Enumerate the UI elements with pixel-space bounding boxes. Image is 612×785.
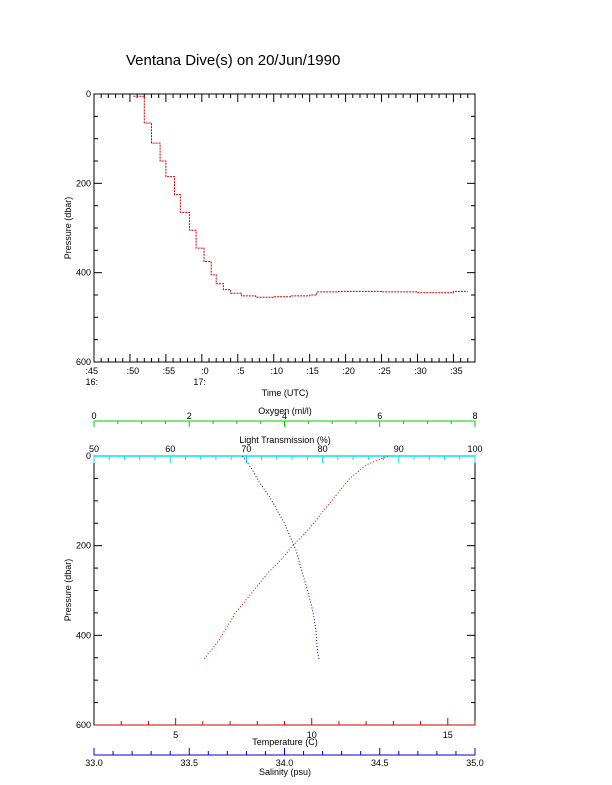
- y-tick-label: 400: [76, 630, 91, 640]
- figure-title: Ventana Dive(s) on 20/Jun/1990: [126, 52, 340, 69]
- oxygen-tick-label: 4: [282, 411, 287, 421]
- oxygen-tick-label: 2: [187, 411, 192, 421]
- x-tick-label: :55: [163, 366, 176, 376]
- time-plot-ticks: [93, 93, 476, 363]
- x-tick-label: :25: [378, 366, 391, 376]
- salinity-tick-label: 33.0: [85, 758, 103, 768]
- y-tick-label: 0: [86, 451, 91, 461]
- light-transmission-tick-label: 70: [241, 444, 251, 454]
- light-transmission-tick-label: 90: [394, 444, 404, 454]
- y-tick-label: 600: [76, 357, 91, 367]
- pressure-trace-line: [133, 95, 468, 298]
- time-plot-y-axis-label: Pressure (dbar): [63, 197, 73, 260]
- light-transmission-tick-label: 50: [89, 444, 99, 454]
- oxygen-axis-label: Oxygen (ml/l): [258, 406, 312, 416]
- salinity-profile-line: [242, 455, 320, 660]
- salinity-tick-label: 35.0: [466, 758, 484, 768]
- light-transmission-tick-label: 60: [165, 444, 175, 454]
- salinity-tick-label: 33.5: [180, 758, 198, 768]
- x-tick-label: :20: [342, 366, 355, 376]
- x-tick-label: :45: [85, 366, 98, 376]
- temperature-tick-label: 5: [173, 730, 178, 740]
- x-tick-label: :10: [270, 366, 283, 376]
- y-tick-label: 200: [76, 178, 91, 188]
- salinity-axis: Salinity (psu) 33.0 33.5 34.0 34.5 35.0: [85, 748, 484, 777]
- oxygen-tick-label: 6: [377, 411, 382, 421]
- y-tick-label: 0: [86, 89, 91, 99]
- y-tick-label: 600: [76, 720, 91, 730]
- hour-label: 16:: [85, 377, 98, 387]
- temperature-tick-label: 10: [307, 730, 317, 740]
- x-tick-label: :5: [237, 366, 245, 376]
- profile-plot-y-tick-labels: 0 200 400 600: [76, 451, 91, 730]
- temperature-axis-label: Temperature (C): [252, 737, 318, 747]
- x-tick-label: :50: [127, 366, 140, 376]
- time-plot-y-tick-labels: 0 200 400 600: [76, 89, 91, 367]
- time-series-panel: 0 200 400 600 :45 :50 :55 :0 :5 :10 :15 :20 :25 :30:…: [63, 89, 476, 398]
- light-transmission-tick-label: 80: [318, 444, 328, 454]
- temperature-profile-line: [202, 455, 389, 661]
- temperature-tick-label: 15: [443, 730, 453, 740]
- time-axis-label: Time (UTC): [262, 388, 309, 398]
- oxygen-axis: Oxygen (ml/l) 0 2 4 6 8: [91, 406, 478, 427]
- oxygen-tick-label: 8: [472, 411, 477, 421]
- profile-plot-frame: [93, 455, 476, 726]
- salinity-tick-label: 34.0: [276, 758, 294, 768]
- x-tick-label: :0: [201, 366, 209, 376]
- oxygen-tick-label: 0: [91, 411, 96, 421]
- profile-plot-y-axis-label: Pressure (dbar): [63, 559, 73, 622]
- light-transmission-axis-label: Light Transmission (%): [239, 435, 331, 445]
- x-tick-label: :30: [414, 366, 427, 376]
- hour-label: 17:: [193, 377, 206, 387]
- profile-plot-ticks: [94, 455, 475, 726]
- x-tick-label: :35: [450, 366, 463, 376]
- salinity-tick-label: 34.5: [371, 758, 389, 768]
- temperature-axis: Temperature (C) 5 10 15: [94, 718, 476, 747]
- time-plot-x-tick-labels: :45 :50 :55 :0 :5 :10 :15 :20 :25 :30 :35 16: 17:: [85, 366, 462, 387]
- y-tick-label: 200: [76, 541, 91, 551]
- salinity-axis-label: Salinity (psu): [259, 767, 311, 777]
- x-tick-label: :15: [306, 366, 319, 376]
- light-transmission-tick-label: 100: [467, 444, 482, 454]
- y-tick-label: 400: [76, 268, 91, 278]
- light-transmission-axis: Light Transmission (%) 50 60 70 80 90 100: [89, 435, 483, 463]
